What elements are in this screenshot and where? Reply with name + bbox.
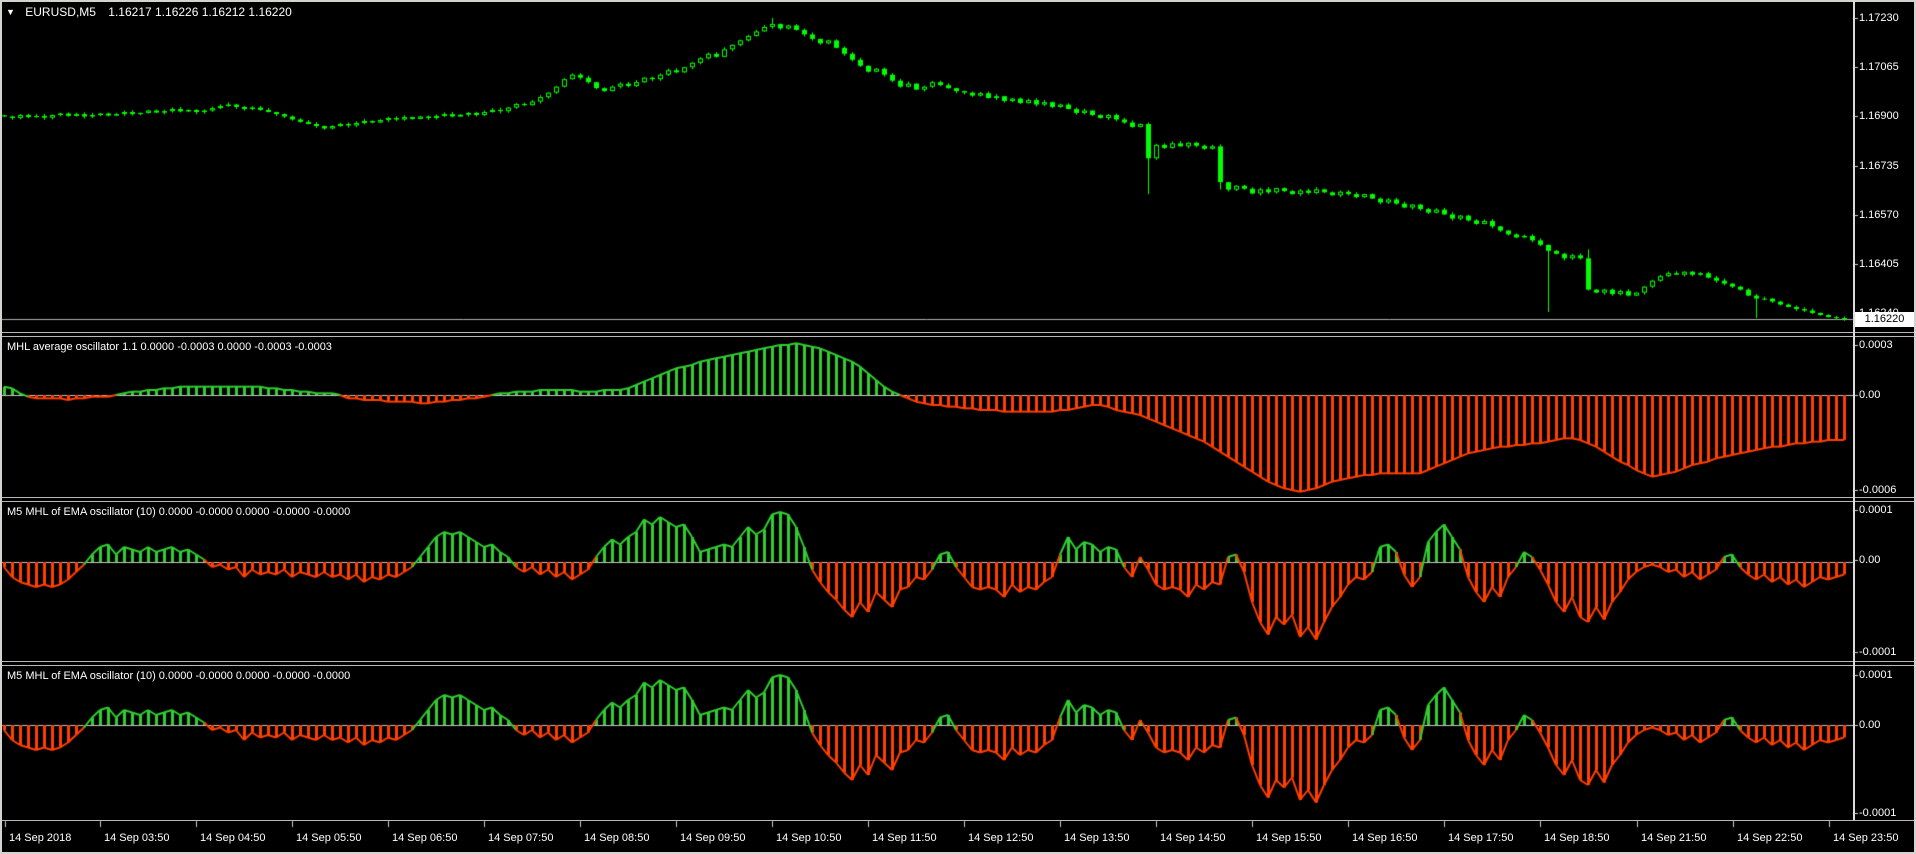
time-axis-label: 14 Sep 17:50 xyxy=(1448,832,1514,844)
chart-title: ▼ EURUSD,M5 1.16217 1.16226 1.16212 1.16… xyxy=(6,5,292,19)
price-axis-label: 1.17065 xyxy=(1859,61,1899,73)
chart-title-ohlc: 1.16217 1.16226 1.16212 1.16220 xyxy=(108,5,292,19)
symbol-dropdown-icon[interactable]: ▼ xyxy=(6,7,15,17)
osc-scale-label: 0.00 xyxy=(1859,719,1881,731)
time-axis-label: 14 Sep 2018 xyxy=(9,832,72,844)
window-frame-right xyxy=(1914,0,1916,854)
window-frame-bottom xyxy=(0,852,1916,854)
time-axis-label: 14 Sep 18:50 xyxy=(1544,832,1610,844)
time-axis-label: 14 Sep 03:50 xyxy=(104,832,170,844)
price-axis-label: 1.17230 xyxy=(1859,12,1899,24)
time-axis-label: 14 Sep 12:50 xyxy=(968,832,1034,844)
time-axis-label: 14 Sep 04:50 xyxy=(200,832,266,844)
price-axis-label: 1.16900 xyxy=(1859,110,1899,122)
time-axis-label: 14 Sep 09:50 xyxy=(680,832,746,844)
panel-separator[interactable] xyxy=(0,497,1916,502)
time-axis-label: 14 Sep 21:50 xyxy=(1641,832,1707,844)
indicator-title-osc3: M5 MHL of EMA oscillator (10) 0.0000 -0.… xyxy=(7,670,351,682)
time-axis-label: 14 Sep 06:50 xyxy=(392,832,458,844)
time-axis-label: 14 Sep 23:50 xyxy=(1833,832,1899,844)
time-axis-border xyxy=(0,820,1916,821)
price-scale-border xyxy=(1853,2,1855,820)
time-axis-label: 14 Sep 16:50 xyxy=(1352,832,1418,844)
current-price-box: 1.16220 xyxy=(1855,312,1914,327)
osc-scale-label: 0.0003 xyxy=(1859,339,1893,351)
osc-scale-label: -0.0001 xyxy=(1859,807,1897,819)
time-axis-label: 14 Sep 10:50 xyxy=(776,832,842,844)
chart-title-symbol: EURUSD,M5 xyxy=(25,5,96,19)
osc-scale-label: 0.00 xyxy=(1859,554,1881,566)
indicator-title-osc1: MHL average oscillator 1.1 0.0000 -0.000… xyxy=(7,341,332,353)
time-axis-label: 14 Sep 14:50 xyxy=(1160,832,1226,844)
time-axis-label: 14 Sep 08:50 xyxy=(584,832,650,844)
osc-scale-label: -0.0006 xyxy=(1859,484,1897,496)
window-frame-left xyxy=(0,0,2,854)
price-axis-label: 1.16570 xyxy=(1859,209,1899,221)
time-axis-label: 14 Sep 15:50 xyxy=(1256,832,1322,844)
osc-scale-label: 0.0001 xyxy=(1859,504,1893,516)
indicator-title-osc2: M5 MHL of EMA oscillator (10) 0.0000 -0.… xyxy=(7,506,351,518)
osc-scale-label: 0.00 xyxy=(1859,389,1881,401)
time-axis-label: 14 Sep 07:50 xyxy=(488,832,554,844)
time-axis-label: 14 Sep 11:50 xyxy=(872,832,937,844)
osc-scale-label: -0.0001 xyxy=(1859,646,1897,658)
osc-scale-label: 0.0001 xyxy=(1859,669,1893,681)
time-axis-label: 14 Sep 22:50 xyxy=(1737,832,1803,844)
price-axis-label: 1.16735 xyxy=(1859,160,1899,172)
price-axis-label: 1.16405 xyxy=(1859,258,1899,270)
panel-separator[interactable] xyxy=(0,661,1916,666)
window-frame-top xyxy=(0,0,1916,2)
panel-separator[interactable] xyxy=(0,332,1916,337)
time-axis-label: 14 Sep 13:50 xyxy=(1064,832,1130,844)
time-axis-label: 14 Sep 05:50 xyxy=(296,832,362,844)
